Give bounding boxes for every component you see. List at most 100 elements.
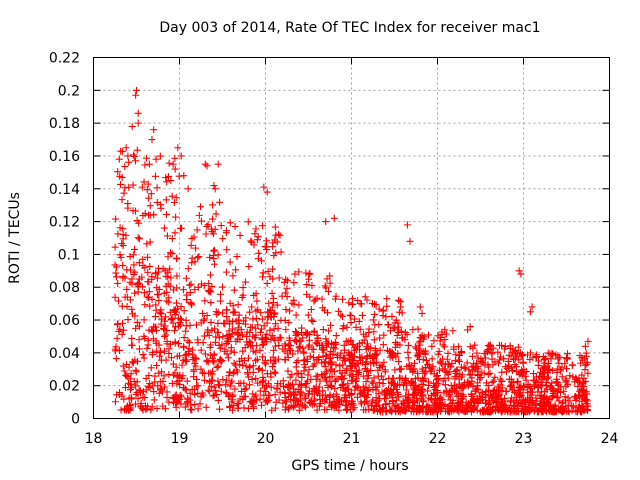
data-point [484, 346, 492, 354]
axis-ticks [93, 57, 610, 419]
data-point [295, 301, 303, 309]
data-point [338, 312, 346, 320]
data-point [376, 395, 384, 403]
data-point [140, 316, 148, 324]
data-point [452, 388, 460, 396]
data-point [556, 353, 564, 361]
data-point [395, 374, 403, 382]
data-point [127, 266, 135, 274]
data-point [399, 406, 407, 414]
x-tick-label: 22 [429, 431, 447, 447]
data-point [533, 397, 541, 405]
data-point [328, 403, 336, 411]
data-point [184, 337, 192, 345]
data-point [249, 362, 257, 370]
data-point [319, 341, 327, 349]
data-point [511, 360, 519, 368]
data-point [342, 387, 350, 395]
data-point [141, 161, 149, 169]
data-point [129, 310, 137, 318]
data-point [494, 348, 502, 356]
data-point [295, 380, 303, 388]
data-point [307, 305, 315, 313]
data-point [135, 345, 143, 353]
data-point [330, 398, 338, 406]
data-point [489, 344, 497, 352]
data-point [382, 387, 390, 395]
data-point [249, 368, 257, 376]
data-point [473, 379, 481, 387]
data-point [147, 364, 155, 372]
data-point [575, 391, 583, 399]
data-point [274, 324, 282, 332]
data-point [145, 372, 153, 380]
data-point [151, 313, 159, 321]
data-point [187, 241, 195, 249]
data-point [152, 155, 160, 163]
data-point [308, 282, 316, 290]
data-point [258, 222, 266, 230]
data-point [235, 319, 243, 327]
data-point [272, 369, 280, 377]
data-point [392, 396, 400, 404]
data-point [155, 341, 163, 349]
data-point [224, 335, 232, 343]
data-point [438, 328, 446, 336]
data-point [133, 146, 141, 154]
data-point [363, 340, 371, 348]
data-point [222, 229, 230, 237]
data-point [491, 373, 499, 381]
data-point [229, 325, 237, 333]
data-point [452, 405, 460, 413]
data-point [118, 173, 126, 181]
data-point [139, 262, 147, 270]
data-point [273, 238, 281, 246]
data-point [415, 346, 423, 354]
data-point [162, 282, 170, 290]
data-point [194, 283, 202, 291]
data-point [150, 126, 158, 134]
data-point [426, 403, 434, 411]
data-point [234, 330, 242, 338]
data-point [517, 370, 525, 378]
data-point [446, 391, 454, 399]
data-point [538, 365, 546, 373]
data-point [305, 331, 313, 339]
data-point [239, 331, 247, 339]
data-point [433, 372, 441, 380]
data-point [134, 395, 142, 403]
data-point [282, 305, 290, 313]
data-point [347, 351, 355, 359]
data-point [180, 334, 188, 342]
data-point [269, 265, 277, 273]
data-point [162, 313, 170, 321]
data-point [379, 341, 387, 349]
data-point [514, 377, 522, 385]
data-point [141, 301, 149, 309]
data-point [285, 404, 293, 412]
data-point [501, 345, 509, 353]
data-point [411, 382, 419, 390]
data-point [415, 356, 423, 364]
data-point [165, 298, 173, 306]
data-point [360, 372, 368, 380]
data-point [584, 369, 592, 377]
data-point [469, 405, 477, 413]
data-point [130, 261, 138, 269]
data-point [505, 351, 513, 359]
data-point [175, 395, 183, 403]
data-point [504, 408, 512, 416]
data-point [356, 390, 364, 398]
data-point [125, 394, 133, 402]
data-point [264, 267, 272, 275]
data-point [230, 286, 238, 294]
data-point [257, 328, 265, 336]
data-point [229, 272, 237, 280]
data-point [554, 393, 562, 401]
data-point [260, 391, 268, 399]
data-point [416, 392, 424, 400]
data-point [368, 398, 376, 406]
data-point [339, 325, 347, 333]
data-point [129, 207, 137, 215]
data-point [279, 345, 287, 353]
